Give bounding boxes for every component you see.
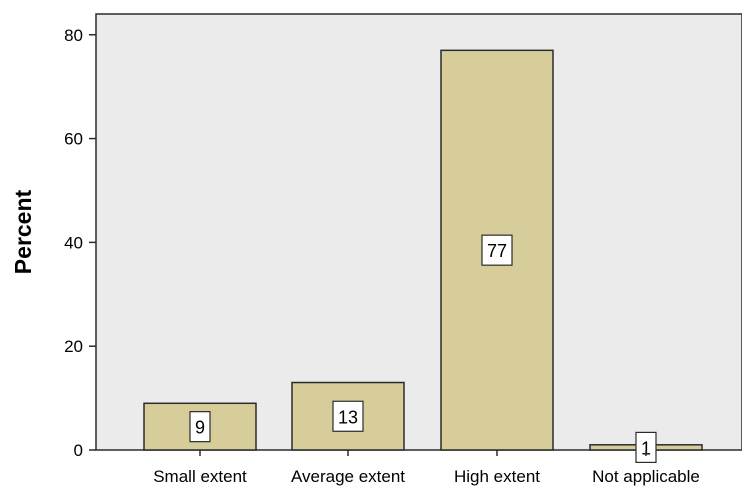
x-tick-label: High extent [454,467,540,486]
data-label-box [189,411,211,443]
y-tick-label: 80 [64,26,83,45]
x-axis: Small extent Average extent High extent Not… [153,450,700,486]
y-tick-label: 40 [64,233,83,252]
y-axis: 0 20 40 60 80 [64,26,96,460]
y-axis-title: Percent [10,189,36,274]
y-tick-label: 60 [64,130,83,149]
y-tick-label: 0 [74,441,83,460]
x-tick-label: Not applicable [592,467,700,486]
data-label: 13 [338,407,358,427]
bars: 9 13 77 1 [143,49,703,464]
data-label: 77 [487,241,507,261]
data-label-box [481,234,513,266]
data-label: 1 [641,438,651,458]
data-label-box [635,431,657,464]
x-tick-label: Average extent [291,467,405,486]
data-label: 9 [195,418,205,438]
y-tick-label: 20 [64,337,83,356]
plot-area [95,13,742,451]
bar [291,381,405,451]
data-label-box [332,400,364,432]
x-tick-label: Small extent [153,467,247,486]
